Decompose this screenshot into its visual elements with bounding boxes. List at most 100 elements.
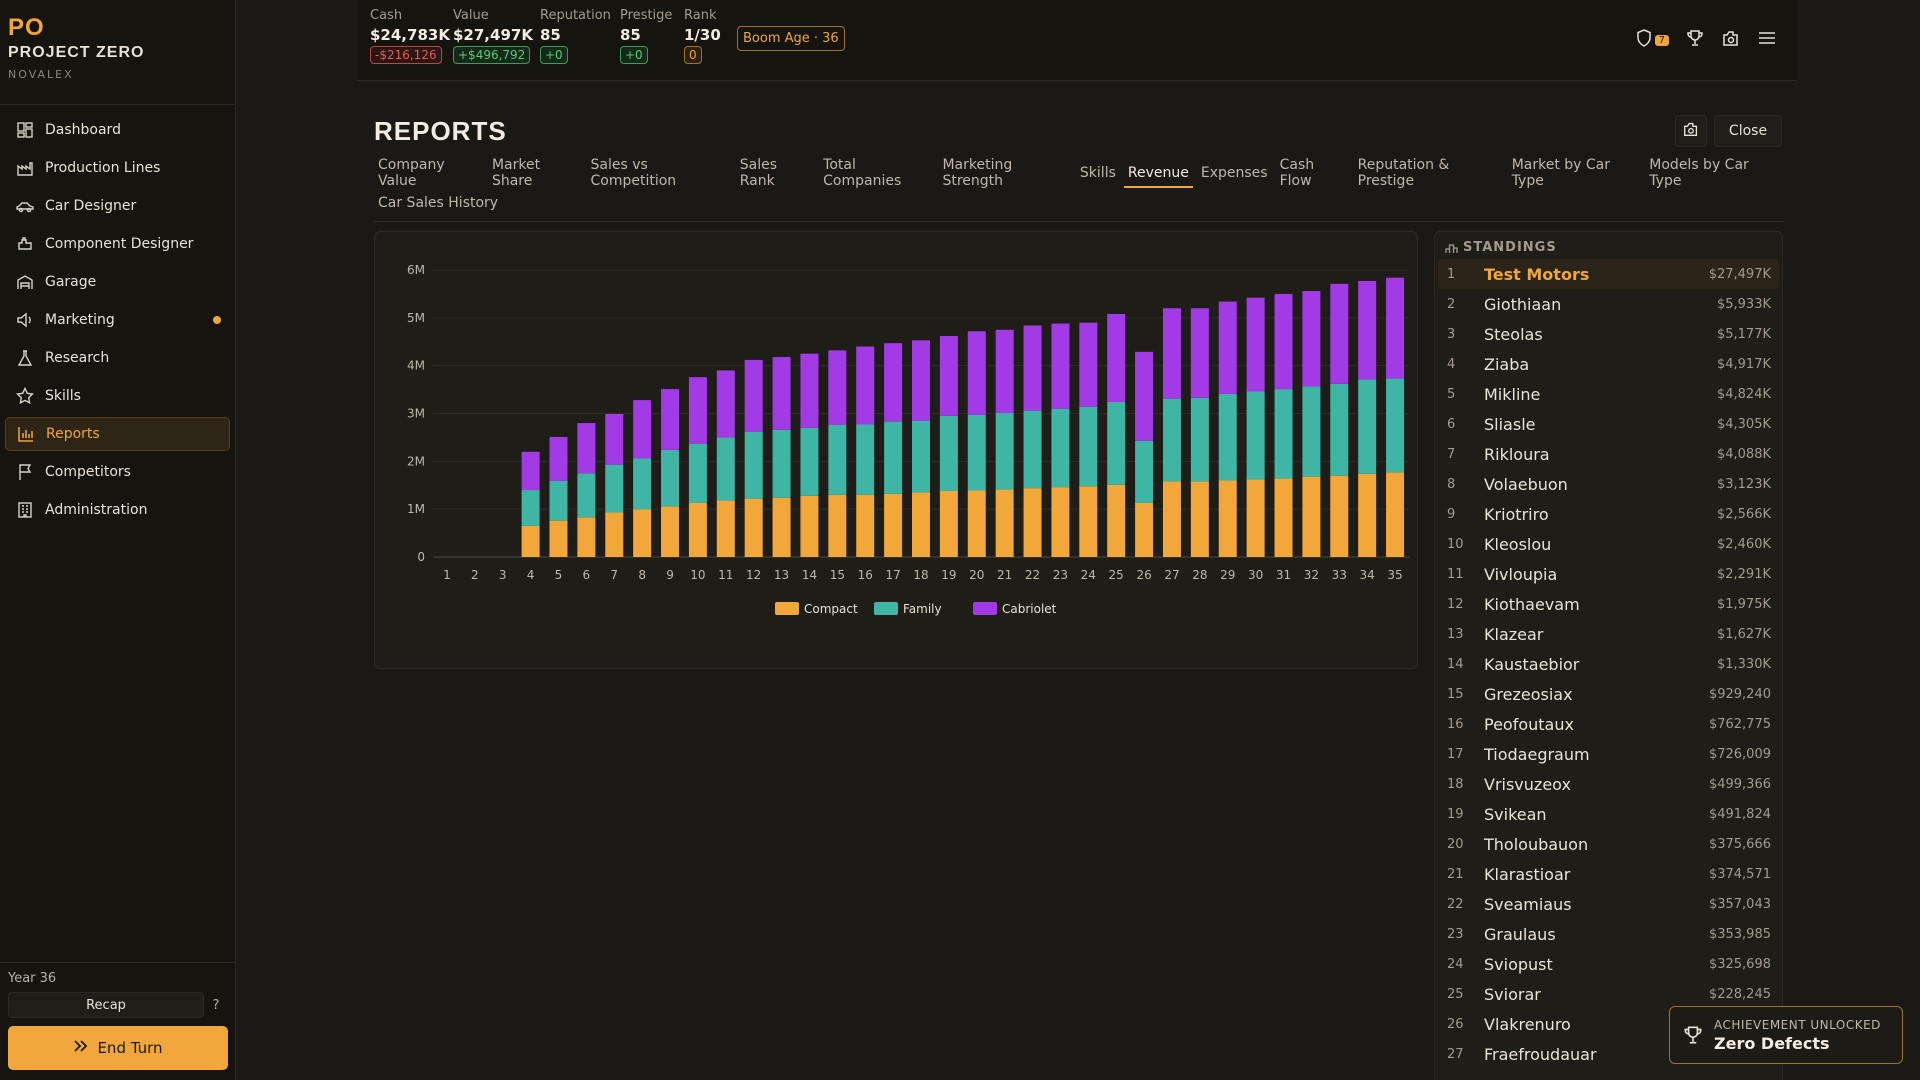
standings-row[interactable]: 5 Mikline $4,824K <box>1438 379 1779 409</box>
sidebar-item-label: Reports <box>46 426 100 442</box>
trophy-button[interactable] <box>1685 28 1705 52</box>
standings-row[interactable]: 6 Sliasle $4,305K <box>1438 409 1779 439</box>
bar-cabriolet <box>967 331 986 415</box>
standing-company-name: Kleoslou <box>1484 534 1552 554</box>
sidebar-item-competitors[interactable]: Competitors <box>5 455 230 489</box>
standings-row[interactable]: 27 Fraefroudauar <box>1438 1039 1779 1069</box>
sidebar-item-marketing[interactable]: Marketing <box>5 303 230 337</box>
sidebar-item-skills[interactable]: Skills <box>5 379 230 413</box>
tab-company-value[interactable]: Company Value <box>378 157 445 189</box>
standings-row[interactable]: 17 Tiodaegraum $726,009 <box>1438 739 1779 769</box>
x-tick-label: 34 <box>1360 568 1375 582</box>
standing-rank: 25 <box>1447 986 1464 1002</box>
standings-row[interactable]: 16 Peofoutaux $762,775 <box>1438 709 1779 739</box>
sidebar-item-car-designer[interactable]: Car Designer <box>5 189 230 223</box>
standings-row[interactable]: 12 Kiothaevam $1,975K <box>1438 589 1779 619</box>
bar-family <box>633 458 652 510</box>
achievement-toast[interactable]: ACHIEVEMENT UNLOCKED Zero Defects <box>1669 1006 1903 1064</box>
prestige-value: 85 <box>620 26 641 44</box>
bar-family <box>1023 410 1042 489</box>
bar-cabriolet <box>605 413 624 465</box>
sidebar-item-garage[interactable]: Garage <box>5 265 230 299</box>
tab-market-by-car-type[interactable]: Market by Car Type <box>1511 157 1610 189</box>
standings-row[interactable]: 25 Sviorar $228,245 <box>1438 979 1779 1009</box>
tab-market-share[interactable]: Market Share <box>491 157 541 189</box>
tab-car-sales-history[interactable]: Car Sales History <box>378 195 499 211</box>
tab-sales-rank[interactable]: Sales Rank <box>739 157 777 189</box>
help-button[interactable]: ? <box>212 997 220 1013</box>
standings-row[interactable]: 7 Rikloura $4,088K <box>1438 439 1779 469</box>
bar-compact <box>744 498 763 557</box>
tab-sales-vs-competition[interactable]: Sales vs Competition <box>590 157 677 189</box>
snapshot-button[interactable] <box>1721 28 1741 52</box>
y-tick-label: 5M <box>407 311 425 325</box>
standings-row[interactable]: 9 Kriotriro $2,566K <box>1438 499 1779 529</box>
bar-compact <box>605 512 624 557</box>
standings-row[interactable]: 10 Kleoslou $2,460K <box>1438 529 1779 559</box>
bar-compact <box>716 500 735 557</box>
x-tick-label: 22 <box>1025 568 1040 582</box>
sidebar-nav: Dashboard Production Lines Car Designer … <box>0 113 235 527</box>
standing-value: $2,566K <box>1716 506 1771 522</box>
bar-family <box>1051 408 1070 488</box>
factory-icon <box>15 158 35 178</box>
tab-revenue[interactable]: Revenue <box>1123 158 1193 188</box>
standing-value: $1,627K <box>1716 626 1771 642</box>
megaphone-icon <box>15 310 35 330</box>
standings-row[interactable]: 11 Vivloupia $2,291K <box>1438 559 1779 589</box>
standings-row[interactable]: 23 Graulaus $353,985 <box>1438 919 1779 949</box>
tab-cash-flow[interactable]: Cash Flow <box>1279 157 1315 189</box>
bar-family <box>800 427 819 496</box>
standing-company-name: Svikean <box>1484 804 1547 824</box>
standings-row[interactable]: 3 Steolas $5,177K <box>1438 319 1779 349</box>
x-tick-label: 18 <box>913 568 928 582</box>
tab-marketing-strength[interactable]: Marketing Strength <box>942 157 1013 189</box>
sidebar-item-production-lines[interactable]: Production Lines <box>5 151 230 185</box>
close-button[interactable]: Close <box>1714 115 1782 147</box>
standings-row[interactable]: 14 Kaustaebior $1,330K <box>1438 649 1779 679</box>
sidebar-item-dashboard[interactable]: Dashboard <box>5 113 230 147</box>
end-turn-button[interactable]: End Turn <box>8 1026 228 1070</box>
era-badge[interactable]: Boom Age · 36 <box>737 26 845 51</box>
sidebar-item-label: Competitors <box>45 464 131 480</box>
tab-skills[interactable]: Skills <box>1079 165 1116 181</box>
standings-row[interactable]: 21 Klarastioar $374,571 <box>1438 859 1779 889</box>
standings-row[interactable]: 2 Giothiaan $5,933K <box>1438 289 1779 319</box>
menu-button[interactable] <box>1757 28 1777 52</box>
standings-row[interactable]: 19 Svikean $491,824 <box>1438 799 1779 829</box>
standings-row-player[interactable]: 1 Test Motors $27,497K <box>1438 259 1779 289</box>
standings-row[interactable]: 26 Vlakrenuro <box>1438 1009 1779 1039</box>
sidebar-item-label: Component Designer <box>45 236 194 252</box>
standings-row[interactable]: 22 Sveamiaus $357,043 <box>1438 889 1779 919</box>
logo-title: PROJECT ZERO <box>8 44 145 61</box>
sidebar-item-administration[interactable]: Administration <box>5 493 230 527</box>
standing-value: $375,666 <box>1708 836 1771 852</box>
bar-family <box>1079 406 1098 487</box>
snapshot-report-button[interactable] <box>1675 115 1707 147</box>
standings-row[interactable]: 4 Ziaba $4,917K <box>1438 349 1779 379</box>
y-tick-label: 2M <box>407 454 425 468</box>
shield-button[interactable]: 7 <box>1635 28 1669 52</box>
tab-expenses[interactable]: Expenses <box>1200 165 1268 181</box>
bar-family <box>967 414 986 491</box>
tab-reputation-prestige[interactable]: Reputation & Prestige <box>1357 157 1450 189</box>
x-tick-label: 33 <box>1332 568 1347 582</box>
standing-company-name: Rikloura <box>1484 444 1550 464</box>
standing-rank: 6 <box>1447 416 1456 432</box>
standings-row[interactable]: 24 Sviopust $325,698 <box>1438 949 1779 979</box>
tab-models-by-car-type[interactable]: Models by Car Type <box>1649 157 1749 189</box>
sidebar-item-component-designer[interactable]: Component Designer <box>5 227 230 261</box>
standing-rank: 19 <box>1447 806 1464 822</box>
sidebar-item-reports[interactable]: Reports <box>5 417 230 451</box>
standings-row[interactable]: 15 Grezeosiax $929,240 <box>1438 679 1779 709</box>
standings-row[interactable]: 18 Vrisvuzeox $499,366 <box>1438 769 1779 799</box>
recap-button[interactable]: Recap <box>8 992 204 1018</box>
standings-row[interactable]: 13 Klazear $1,627K <box>1438 619 1779 649</box>
bar-family <box>744 431 763 499</box>
tab-total-companies[interactable]: Total Companies <box>823 157 902 189</box>
x-tick-label: 26 <box>1136 568 1151 582</box>
standings-row[interactable]: 20 Tholoubauon $375,666 <box>1438 829 1779 859</box>
sidebar-item-research[interactable]: Research <box>5 341 230 375</box>
standings-row[interactable]: 8 Volaebuon $3,123K <box>1438 469 1779 499</box>
double-chevron-right-icon <box>73 1039 89 1057</box>
